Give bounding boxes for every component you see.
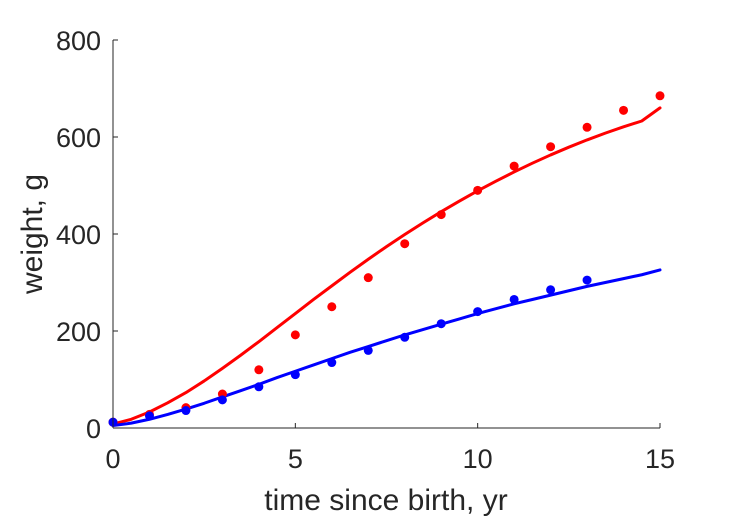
red-data-point (254, 365, 264, 375)
x-tick-label: 0 (105, 444, 120, 474)
blue-data-point (290, 370, 300, 380)
red-data-point (436, 210, 446, 220)
x-axis-ticks: 0 5 10 15 (105, 423, 675, 474)
x-tick-label: 15 (645, 444, 675, 474)
red-data-point (509, 161, 519, 171)
blue-data-point (546, 285, 556, 295)
blue-data-point (327, 358, 337, 368)
blue-data-point (582, 275, 592, 285)
plot-area (108, 91, 665, 428)
red-data-point (473, 185, 483, 195)
red-data-point (546, 142, 556, 152)
blue-data-point (363, 345, 373, 355)
x-tick-label: 5 (288, 444, 303, 474)
y-axis-ticks: 0 200 400 600 800 (56, 26, 118, 444)
y-tick-label: 200 (56, 317, 101, 347)
y-tick-label: 800 (56, 26, 101, 56)
y-tick-label: 600 (56, 123, 101, 153)
blue-data-point (400, 332, 410, 342)
x-tick-label: 10 (463, 444, 493, 474)
y-axis-label: weight, g (16, 174, 49, 295)
red-data-point (655, 91, 665, 101)
blue-data-point (509, 294, 519, 304)
blue-data-point (217, 395, 227, 405)
red-data-point (400, 239, 410, 249)
blue-data-point (254, 382, 264, 392)
x-axis-label: time since birth, yr (264, 484, 507, 517)
red-data-point (619, 105, 629, 115)
blue-data-point (436, 319, 446, 329)
red-data-point (582, 122, 592, 132)
y-tick-label: 400 (56, 220, 101, 250)
red-data-point (363, 273, 373, 283)
y-tick-label: 0 (86, 414, 101, 444)
red-data-point (290, 330, 300, 340)
red-data-point (327, 302, 337, 312)
blue-data-point (473, 307, 483, 317)
red-fit-line (111, 106, 662, 426)
blue-data-point (144, 411, 154, 421)
blue-data-point (181, 406, 191, 416)
blue-fit-line (111, 268, 662, 428)
